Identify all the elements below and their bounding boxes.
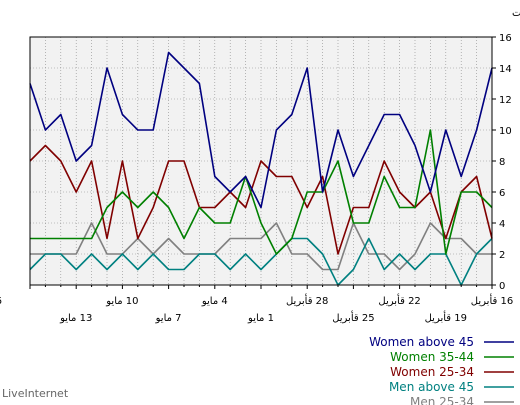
series-line bbox=[30, 129, 493, 255]
x-tick-label: 4 مايو bbox=[201, 296, 228, 307]
y-tick-label: 14 bbox=[499, 64, 512, 75]
x-tick-label: 16 مايو bbox=[0, 296, 2, 307]
legend-label: Men above 45 bbox=[389, 380, 474, 394]
x-tick-label: 22 قأبريل bbox=[378, 293, 420, 307]
x-tick-label: 13 مايو bbox=[59, 313, 92, 324]
x-tick-label: 16 قأبريل bbox=[471, 293, 513, 307]
legend-label: Men 25-34 bbox=[410, 395, 474, 405]
series-line bbox=[30, 222, 492, 271]
x-tick-label: 28 قأبريل bbox=[286, 293, 328, 307]
y-tick-label: 8 bbox=[499, 157, 505, 168]
series-line bbox=[29, 237, 493, 286]
y-tick-label: 6 bbox=[499, 188, 505, 199]
brand-footer: LiveInternet bbox=[2, 387, 69, 400]
y-tick-label: 16 bbox=[499, 33, 512, 44]
x-tick-label: 1 مايو bbox=[247, 313, 274, 324]
x-tick-label: 25 قأبريل bbox=[332, 310, 374, 324]
x-tick-label: 7 مايو bbox=[155, 313, 182, 324]
series-line bbox=[29, 51, 493, 209]
legend-label: Women above 45 bbox=[369, 335, 474, 349]
legend-label: Women 35-44 bbox=[390, 350, 474, 364]
y-tick-label: 12 bbox=[499, 95, 512, 106]
x-tick-label: 10 مايو bbox=[105, 296, 138, 307]
y-tick-label: 10 bbox=[499, 126, 512, 137]
y-axis-ticks: 0 2 4 6 8 10 12 14 16 bbox=[492, 33, 512, 292]
legend-label: Women 25-34 bbox=[390, 365, 474, 379]
x-tick-label: 19 قأبريل bbox=[425, 310, 467, 324]
series-lines bbox=[29, 51, 493, 286]
y-axis-label: المرات bbox=[512, 8, 520, 19]
y-tick-label: 2 bbox=[499, 250, 505, 261]
y-tick-label: 0 bbox=[499, 281, 505, 292]
y-tick-label: 4 bbox=[499, 219, 505, 230]
x-axis-ticks: 16 قأبريل 19 قأبريل 22 قأبريل 25 قأبريل 28 ق… bbox=[0, 285, 513, 324]
